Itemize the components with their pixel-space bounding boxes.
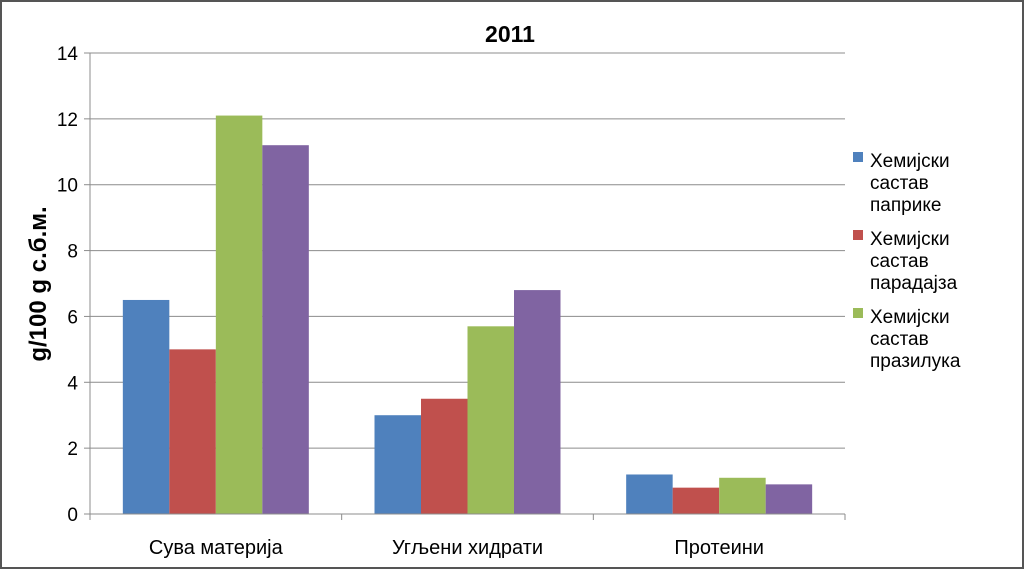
legend-label-line: Хемијски bbox=[870, 229, 950, 250]
legend-label-line: паприке bbox=[870, 195, 941, 216]
bar bbox=[719, 477, 766, 514]
y-tick-label: 0 bbox=[67, 505, 78, 526]
bar bbox=[169, 349, 216, 514]
y-tick-label: 8 bbox=[67, 242, 78, 263]
y-tick-label: 10 bbox=[57, 176, 78, 197]
legend-label-line: Хемијски bbox=[870, 151, 950, 172]
legend-entry: Хемијски састав паприке bbox=[853, 151, 950, 216]
legend-swatch bbox=[853, 308, 863, 318]
y-axis-label: g/100 g с.б.м. bbox=[25, 206, 52, 361]
bar bbox=[215, 115, 263, 515]
legend-swatch bbox=[853, 152, 863, 162]
legend-label-line: парадајза bbox=[870, 273, 958, 294]
x-category-labels: Сува материја Угљени хидрати Протеини bbox=[149, 537, 764, 559]
bar bbox=[374, 415, 421, 514]
bar bbox=[514, 290, 561, 514]
y-tick-labels: 0 2 4 6 8 10 12 14 bbox=[57, 44, 79, 526]
legend-entry: Хемијски састав празилука bbox=[853, 307, 961, 372]
bar bbox=[262, 145, 309, 514]
legend-label-line: састав bbox=[870, 251, 929, 272]
legend-label-line: празилука bbox=[870, 351, 961, 372]
y-tick-label: 4 bbox=[67, 373, 78, 394]
bar bbox=[626, 474, 673, 514]
y-tick-label: 14 bbox=[57, 44, 79, 65]
legend-label-line: састав bbox=[870, 329, 929, 350]
bar bbox=[122, 299, 170, 514]
bar bbox=[765, 484, 813, 514]
legend-entry: Хемијски састав парадајза bbox=[853, 229, 958, 294]
bars bbox=[122, 115, 813, 515]
axes bbox=[84, 52, 846, 520]
chart-title: 2011 bbox=[485, 21, 535, 47]
y-tick-label: 12 bbox=[57, 110, 78, 131]
legend-swatch bbox=[853, 230, 863, 240]
x-category-label: Сува материја bbox=[149, 537, 284, 559]
x-category-label: Угљени хидрати bbox=[392, 537, 543, 559]
legend-label: Хемијски састав празилука bbox=[870, 307, 961, 372]
bar bbox=[672, 487, 720, 514]
y-tick-label: 2 bbox=[67, 439, 78, 460]
legend-label-line: Хемијски bbox=[870, 307, 950, 328]
legend-label-line: састав bbox=[870, 173, 929, 194]
bar bbox=[467, 326, 514, 514]
bar bbox=[421, 398, 468, 514]
y-tick-label: 6 bbox=[67, 307, 78, 328]
legend-label: Хемијски састав паприке bbox=[870, 151, 950, 216]
x-category-label: Протеини bbox=[674, 537, 764, 559]
legend-label: Хемијски састав парадајза bbox=[870, 229, 958, 294]
